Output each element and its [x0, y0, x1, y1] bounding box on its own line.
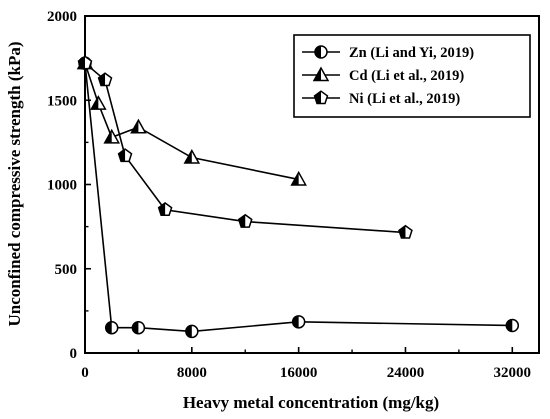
data-point — [505, 318, 520, 333]
data-point — [185, 324, 199, 339]
data-point — [90, 95, 107, 110]
legend-marker — [314, 45, 328, 59]
data-point — [157, 202, 173, 217]
y-tick-label: 0 — [70, 346, 78, 362]
legend-label: Zn (Li and Yi, 2019) — [349, 45, 474, 61]
data-point — [77, 55, 93, 70]
legend-box — [293, 34, 531, 118]
legend-label: Ni (Li et al., 2019) — [349, 91, 460, 107]
data-point — [237, 213, 253, 228]
data-point — [103, 128, 120, 144]
data-point — [97, 72, 113, 87]
data-point — [131, 320, 146, 335]
y-axis-title: Unconfined compressive strength (kPa) — [5, 41, 24, 326]
series-2 — [77, 55, 413, 239]
data-point — [398, 224, 413, 239]
data-point — [291, 315, 306, 329]
series-line — [84, 62, 299, 181]
x-tick-label: 8000 — [177, 365, 207, 381]
legend: Zn (Li and Yi, 2019) Cd (Li et al., 2019)… — [293, 34, 531, 118]
series-1 — [76, 54, 307, 186]
x-tick-label: 16000 — [280, 365, 318, 381]
legend-item: Cd (Li et al., 2019) — [302, 66, 464, 84]
data-point — [117, 148, 133, 163]
data-point — [130, 118, 147, 134]
data-point — [290, 170, 307, 186]
y-tick-label: 500 — [55, 262, 78, 278]
legend-marker — [313, 90, 329, 105]
legend-label: Cd (Li et al., 2019) — [349, 68, 464, 84]
legend-item: Zn (Li and Yi, 2019) — [302, 45, 474, 61]
x-axis-title: Heavy metal concentration (mg/kg) — [183, 393, 439, 412]
data-point — [104, 320, 119, 335]
legend-item: Ni (Li et al., 2019) — [302, 90, 460, 107]
y-tick-label: 2000 — [47, 9, 77, 25]
series-line — [84, 63, 513, 333]
x-tick-label: 24000 — [387, 365, 425, 381]
x-tick-label: 32000 — [494, 365, 532, 381]
y-tick-label: 1500 — [47, 93, 77, 109]
y-tick-label: 1000 — [47, 178, 77, 194]
data-point — [183, 149, 201, 164]
x-tick-label: 0 — [81, 365, 89, 381]
legend-marker — [312, 66, 330, 82]
